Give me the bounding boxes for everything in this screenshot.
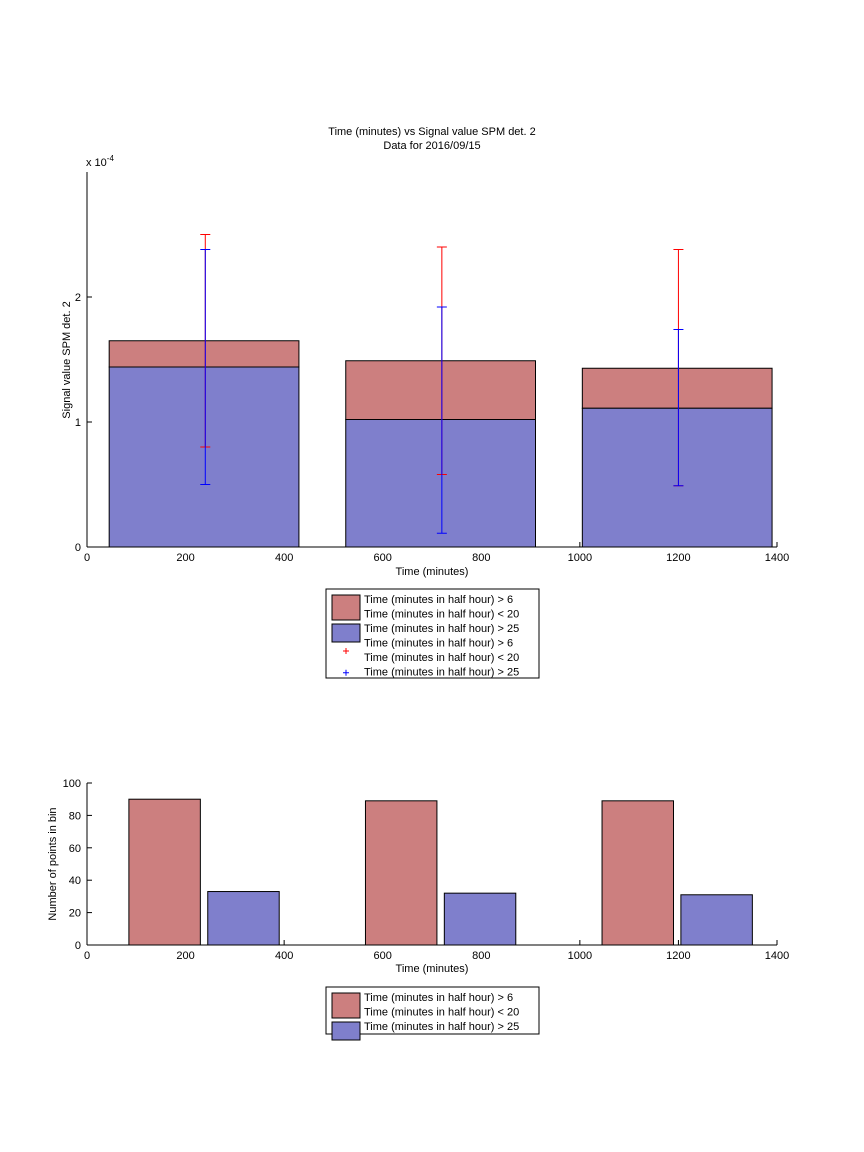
bottom-xtick-label: 200	[176, 950, 194, 962]
bottom-chart-ylabel: Number of points in bin	[47, 807, 59, 920]
bottom-legend: Time (minutes in half hour) > 6 Time (min…	[325, 986, 540, 1041]
top-chart-ylabel: Signal value SPM det. 2	[61, 301, 73, 418]
top-legend-patch-blue	[331, 623, 361, 643]
top-bar-red-2	[581, 367, 773, 409]
bottom-xtick-label: 1200	[666, 950, 690, 962]
top-xtick-label: 0	[84, 552, 90, 564]
top-plot: 0 200 400 600 800 1000 1200 1400 0 1 2	[75, 172, 789, 564]
top-ytick-label: 0	[75, 542, 81, 554]
bottom-bar-red-2	[364, 800, 438, 946]
top-xtick-label: 400	[275, 552, 293, 564]
bottom-xtick-label: 1000	[568, 950, 592, 962]
top-legend-entry-text: Time (minutes in half hour) > 6	[364, 594, 513, 606]
top-bar-red-1	[345, 360, 536, 420]
bottom-legend-patch-red	[331, 992, 361, 1019]
top-legend-entry-text: Time (minutes in half hour) > 25	[364, 623, 519, 635]
bottom-legend-patch-blue	[331, 1021, 361, 1041]
top-legend-box	[325, 588, 540, 679]
top-legend-entry-text: Time (minutes in half hour) > 25	[364, 667, 519, 679]
bottom-ytick-label: 40	[69, 875, 81, 887]
top-chart-exponent: x 10-4	[86, 154, 114, 169]
bottom-bar-red-0	[128, 798, 201, 946]
bottom-xtick-label: 600	[374, 950, 392, 962]
top-xtick-label: 600	[374, 552, 392, 564]
bottom-plot: 0 200 400 600 800 1000 1200 1400 0 20 40 60 80 100	[63, 778, 790, 962]
bottom-ytick-label: 20	[69, 908, 81, 920]
bottom-xtick-label: 400	[275, 950, 293, 962]
top-xtick-label: 800	[472, 552, 490, 564]
top-bar-blue-0	[108, 366, 300, 548]
bottom-bar-blue-3	[443, 892, 517, 946]
top-chart-exponent-power: -4	[107, 154, 115, 163]
top-legend-patch-red	[331, 594, 361, 621]
bottom-xtick-label: 0	[84, 950, 90, 962]
top-bar-blue-2	[581, 407, 773, 548]
top-xtick-label: 200	[176, 552, 194, 564]
bottom-bar-blue-5	[680, 894, 753, 946]
top-chart-exponent-base: x 10	[86, 157, 107, 169]
top-legend-entry-text: Time (minutes in half hour) < 20	[364, 652, 519, 664]
bottom-bar-red-4	[601, 800, 674, 946]
top-chart-xlabel: Time (minutes)	[396, 566, 469, 578]
top-bar-red-0	[108, 340, 300, 368]
top-bar-blue-1	[345, 419, 536, 548]
top-legend-entry-text: Time (minutes in half hour) < 20	[364, 609, 519, 621]
bottom-ytick-label: 100	[63, 778, 81, 790]
top-chart-title: Time (minutes) vs Signal value SPM det. …	[328, 126, 535, 138]
top-legend-entry-text: Time (minutes in half hour) > 6	[364, 638, 513, 650]
top-ytick-label: 2	[75, 292, 81, 304]
bottom-xtick-label: 1400	[765, 950, 789, 962]
bottom-legend-entry-text: Time (minutes in half hour) > 25	[364, 1021, 519, 1033]
bottom-xtick-label: 800	[472, 950, 490, 962]
bottom-ytick-label: 80	[69, 810, 81, 822]
top-xtick-label: 1000	[568, 552, 592, 564]
bottom-legend-entry-text: Time (minutes in half hour) < 20	[364, 1007, 519, 1019]
bottom-ytick-label: 0	[75, 940, 81, 952]
top-legend: Time (minutes in half hour) > 6 Time (min…	[325, 588, 540, 679]
bottom-ytick-label: 60	[69, 843, 81, 855]
top-xtick-label: 1200	[666, 552, 690, 564]
bottom-chart-xlabel: Time (minutes)	[396, 963, 469, 975]
top-chart-subtitle: Data for 2016/09/15	[383, 140, 480, 152]
top-ytick-label: 1	[75, 417, 81, 429]
bottom-legend-entry-text: Time (minutes in half hour) > 6	[364, 992, 513, 1004]
bottom-legend-box	[325, 986, 540, 1035]
top-xtick-label: 1400	[765, 552, 789, 564]
bottom-bar-blue-1	[207, 891, 280, 946]
